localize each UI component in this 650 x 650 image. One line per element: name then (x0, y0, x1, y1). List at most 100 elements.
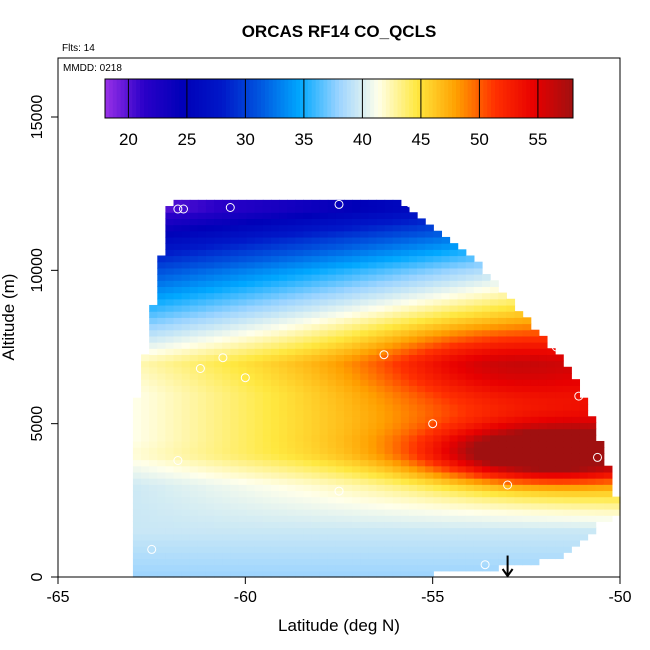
heatmap-cell (165, 558, 175, 566)
heatmap-cell (417, 428, 426, 436)
heatmap-cell (384, 230, 394, 238)
heatmap-cell (571, 447, 581, 454)
heatmap-cell (368, 515, 378, 522)
heatmap-cell (368, 280, 378, 288)
colorbar-segment (393, 79, 398, 118)
heatmap-cell (189, 459, 199, 467)
heatmap-cell (246, 478, 256, 485)
heatmap-cell (303, 478, 313, 485)
heatmap-cell (352, 539, 361, 547)
heatmap-cell (279, 391, 288, 399)
heatmap-cell (181, 533, 191, 541)
heatmap-cell (465, 385, 475, 393)
heatmap-cell (384, 465, 394, 473)
heatmap-cell (262, 434, 272, 442)
heatmap-cell (579, 416, 589, 424)
heatmap-cell (222, 274, 231, 281)
heatmap-cell (181, 484, 191, 492)
heatmap-cell (449, 564, 459, 572)
heatmap-cell (360, 298, 369, 306)
heatmap-cell (433, 249, 443, 257)
heatmap-cell (181, 397, 191, 405)
heatmap-cell (287, 348, 296, 356)
heatmap-cell (530, 465, 540, 473)
heatmap-cell (522, 360, 532, 368)
heatmap-cell (279, 490, 288, 498)
heatmap-cell (327, 533, 337, 541)
heatmap-cell (425, 261, 434, 269)
heatmap-cell (482, 298, 491, 306)
heatmap-cell (173, 533, 183, 541)
heatmap-cell (222, 267, 231, 275)
heatmap-cell (360, 224, 369, 232)
heatmap-cell (449, 428, 459, 436)
heatmap-cell (141, 434, 150, 442)
heatmap-cell (400, 478, 410, 485)
colorbar-segment (354, 79, 359, 118)
heatmap-cell (311, 206, 321, 213)
heatmap-cell (165, 490, 175, 498)
heatmap-cell (230, 348, 240, 356)
heatmap-cell (262, 385, 272, 393)
heatmap-cell (262, 502, 272, 510)
heatmap-cell (214, 527, 223, 535)
heatmap-cell (165, 311, 175, 318)
heatmap-cell (327, 410, 337, 417)
heatmap-cell (530, 416, 540, 424)
heatmap-cell (400, 292, 410, 300)
heatmap-cell (141, 403, 150, 411)
heatmap-cell (506, 410, 516, 417)
heatmap-cell (205, 508, 215, 516)
heatmap-cell (165, 255, 175, 263)
heatmap-cell (384, 366, 394, 374)
heatmap-cell (441, 502, 451, 510)
heatmap-cell (400, 261, 410, 269)
heatmap-cell (149, 385, 158, 393)
heatmap-cell (262, 490, 272, 498)
heatmap-cell (189, 521, 199, 529)
heatmap-cell (262, 230, 272, 238)
heatmap-cell (384, 292, 394, 300)
heatmap-cell (254, 546, 264, 553)
heatmap-cell (441, 385, 451, 393)
heatmap-cell (425, 385, 434, 393)
heatmap-cell (335, 558, 345, 566)
heatmap-cell (303, 465, 313, 473)
heatmap-cell (222, 236, 231, 244)
heatmap-cell (197, 496, 207, 504)
heatmap-cell (506, 471, 516, 479)
colorbar-segment (280, 79, 285, 118)
heatmap-cell (546, 471, 556, 479)
heatmap-cell (425, 249, 434, 257)
heatmap-cell (246, 255, 256, 263)
heatmap-cell (279, 230, 288, 238)
heatmap-cell (344, 199, 353, 207)
heatmap-cell (344, 342, 353, 349)
heatmap-cell (498, 440, 507, 448)
heatmap-cell (490, 490, 499, 498)
heatmap-cell (270, 403, 280, 411)
heatmap-cell (555, 366, 564, 374)
heatmap-cell (262, 212, 272, 219)
heatmap-cell (303, 218, 313, 226)
heatmap-cell (449, 533, 459, 541)
heatmap-cell (571, 484, 581, 492)
heatmap-cell (546, 459, 556, 467)
heatmap-cell (449, 403, 459, 411)
heatmap-cell (514, 521, 524, 529)
heatmap-cell (287, 521, 296, 529)
heatmap-cell (205, 304, 215, 312)
heatmap-cell (376, 274, 386, 281)
heatmap-cell (254, 570, 264, 578)
heatmap-cell (498, 496, 507, 504)
heatmap-cell (319, 236, 329, 244)
heatmap-cell (587, 453, 597, 461)
heatmap-cell (238, 434, 248, 442)
heatmap-cell (270, 323, 280, 331)
heatmap-cell (303, 243, 313, 250)
heatmap-cell (400, 533, 410, 541)
heatmap-cell (238, 515, 248, 522)
heatmap-cell (376, 267, 386, 275)
heatmap-cell (149, 354, 158, 362)
heatmap-cell (408, 342, 418, 349)
